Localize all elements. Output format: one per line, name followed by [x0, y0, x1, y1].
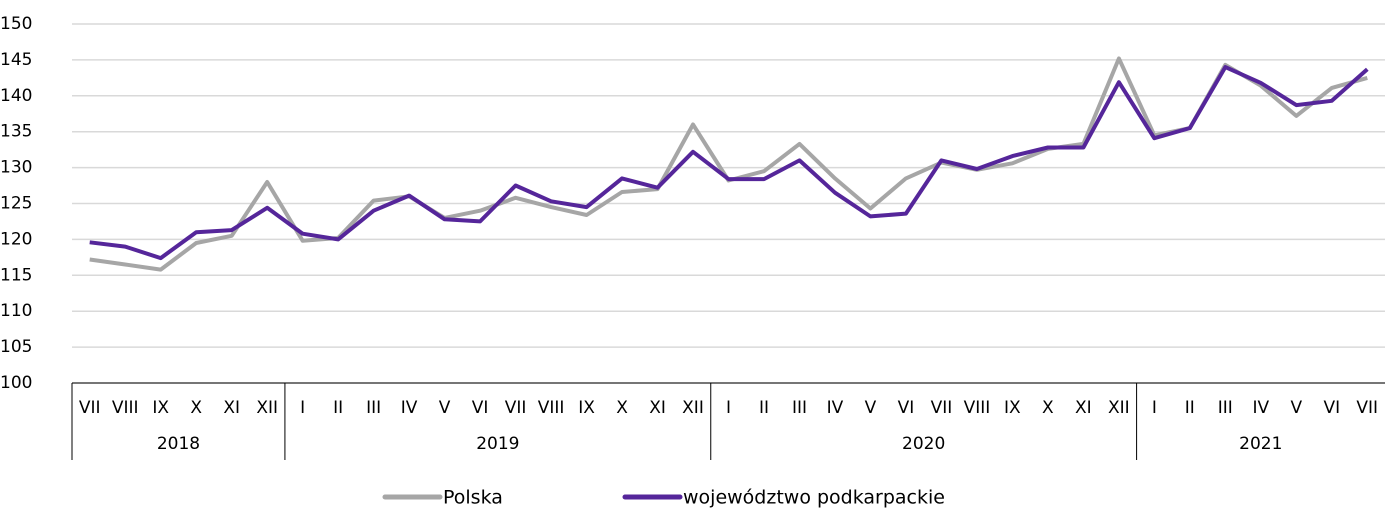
- x-tick-label: IV: [827, 398, 844, 418]
- group-label: 2019: [476, 434, 519, 454]
- group-label: 2021: [1239, 434, 1282, 454]
- x-tick-label: V: [439, 398, 451, 418]
- x-tick-label: VII: [1356, 398, 1378, 418]
- y-tick-label: 110: [0, 301, 32, 321]
- x-tick-label: VIII: [964, 398, 991, 418]
- x-tick-label: XII: [1108, 398, 1130, 418]
- x-tick-label: XI: [649, 398, 666, 418]
- x-tick-label: VI: [472, 398, 489, 418]
- y-tick-label: 125: [0, 194, 32, 214]
- x-tick-label: IV: [1252, 398, 1269, 418]
- group-label: 2018: [157, 434, 200, 454]
- x-tick-label: III: [1218, 398, 1233, 418]
- y-tick-label: 140: [0, 86, 32, 106]
- x-tick-label: V: [1290, 398, 1302, 418]
- y-tick-label: 120: [0, 229, 32, 249]
- x-tick-label: VII: [79, 398, 101, 418]
- x-tick-label: III: [792, 398, 807, 418]
- x-tick-label: II: [759, 398, 769, 418]
- x-tick-label: IV: [401, 398, 418, 418]
- x-tick-label: VII: [931, 398, 953, 418]
- legend-label: Polska: [443, 487, 503, 509]
- x-tick-label: XI: [1075, 398, 1092, 418]
- x-tick-label: I: [1152, 398, 1157, 418]
- x-tick-label: I: [726, 398, 731, 418]
- y-tick-label: 130: [0, 158, 32, 178]
- x-tick-label: XII: [256, 398, 278, 418]
- x-tick-label: X: [190, 398, 202, 418]
- legend-label: województwo podkarpackie: [683, 487, 945, 509]
- y-tick-label: 115: [0, 265, 32, 285]
- x-tick-label: XI: [223, 398, 240, 418]
- y-tick-label: 145: [0, 50, 32, 70]
- x-tick-label: III: [366, 398, 381, 418]
- x-tick-label: IX: [578, 398, 595, 418]
- x-tick-label: XII: [682, 398, 704, 418]
- x-tick-label: X: [1042, 398, 1054, 418]
- x-tick-label: V: [865, 398, 877, 418]
- x-tick-label: II: [333, 398, 343, 418]
- y-tick-label: 100: [0, 373, 32, 393]
- x-tick-label: IX: [152, 398, 169, 418]
- group-label: 2020: [902, 434, 945, 454]
- x-tick-label: VI: [1323, 398, 1340, 418]
- x-tick-label: VIII: [538, 398, 565, 418]
- y-tick-label: 105: [0, 337, 32, 357]
- y-tick-label: 135: [0, 122, 32, 142]
- x-tick-label: II: [1185, 398, 1195, 418]
- x-tick-label: X: [616, 398, 628, 418]
- series-line: [89, 65, 1369, 261]
- x-tick-label: VI: [898, 398, 915, 418]
- series-line: [89, 56, 1368, 272]
- y-tick-label: 150: [0, 14, 32, 34]
- x-tick-label: IX: [1004, 398, 1021, 418]
- x-tick-label: VIII: [112, 398, 139, 418]
- x-tick-label: I: [300, 398, 305, 418]
- x-tick-label: VII: [505, 398, 527, 418]
